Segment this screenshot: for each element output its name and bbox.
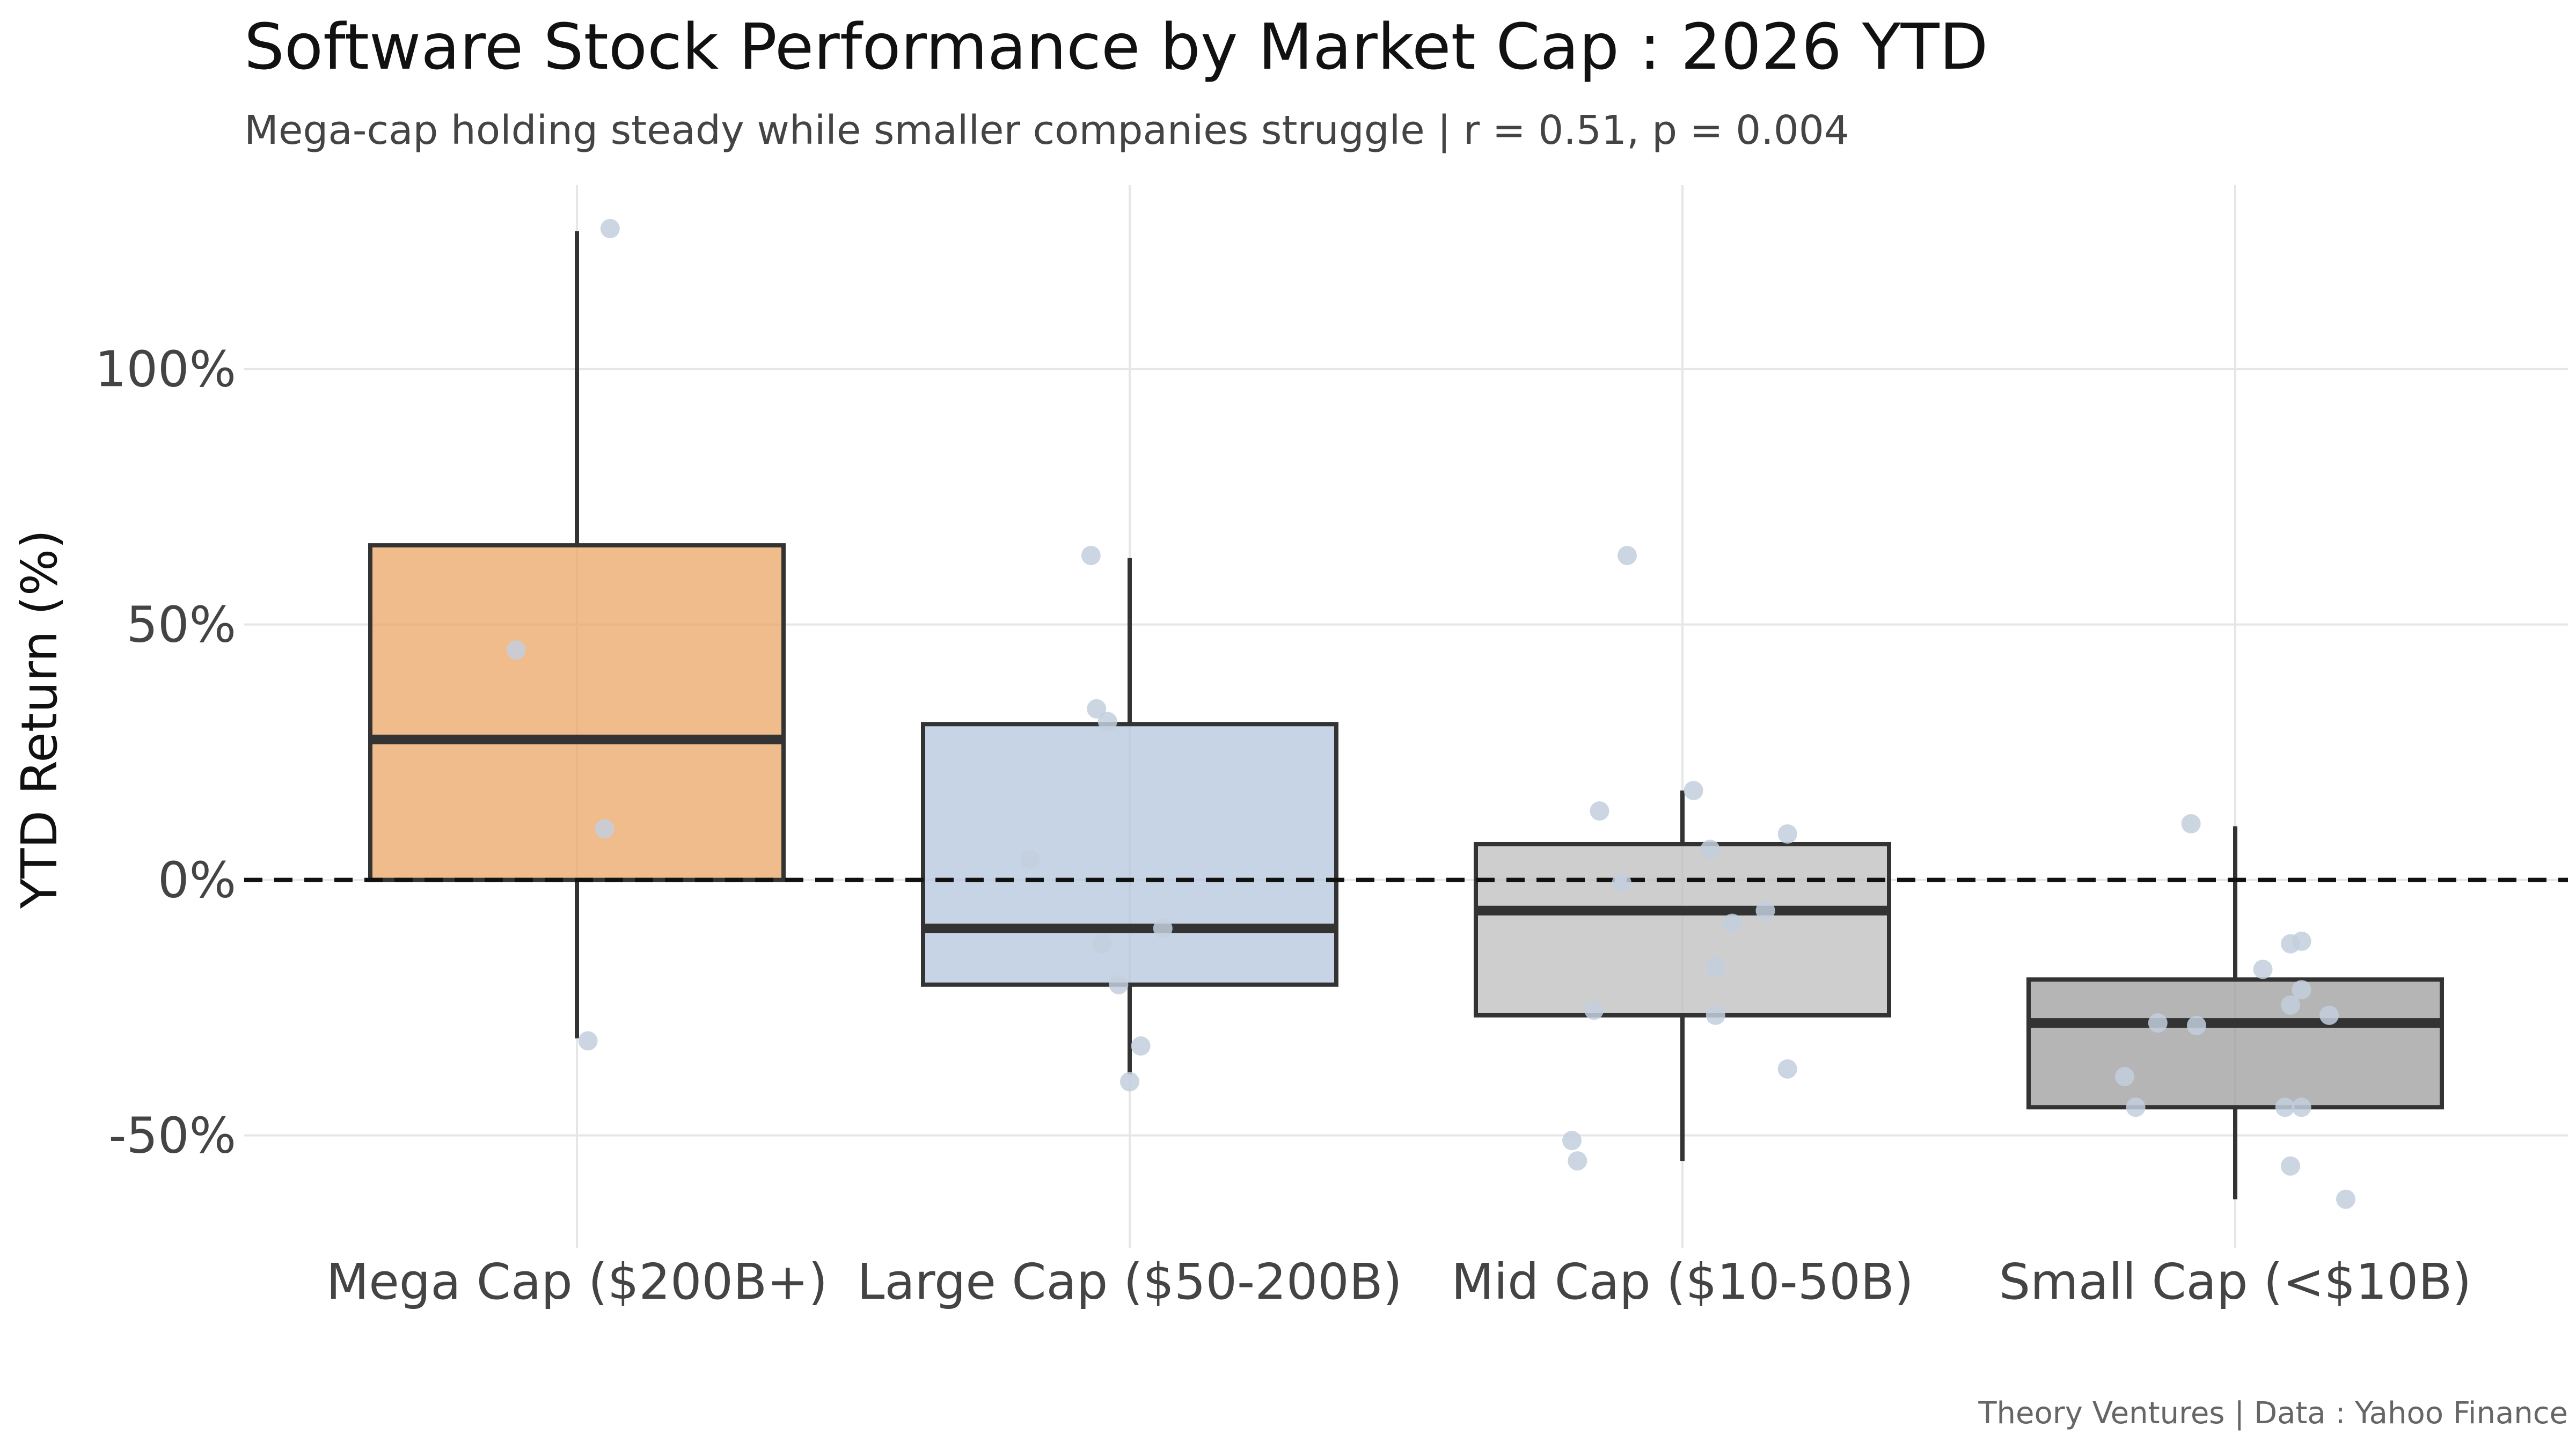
iqr-box (1474, 841, 1891, 1018)
data-point (1131, 1036, 1151, 1056)
data-point (1109, 975, 1129, 994)
chart-caption: Theory Ventures | Data : Yahoo Finance (1978, 1396, 2568, 1431)
data-point (2292, 980, 2311, 1000)
data-point (1700, 839, 1720, 859)
data-point (1706, 1005, 1725, 1025)
chart-title: Software Stock Performance by Market Cap… (244, 10, 1988, 84)
box-group (1474, 791, 1891, 1161)
data-point (1755, 901, 1775, 920)
x-tick-label: Small Cap (<$10B) (1999, 1253, 2472, 1311)
data-point (1584, 1000, 1604, 1020)
data-point (2181, 814, 2201, 833)
data-point (2126, 1097, 2146, 1117)
data-point (1153, 919, 1173, 939)
data-point (1684, 781, 1703, 801)
data-point (1568, 1151, 1587, 1171)
data-point (1618, 546, 1637, 566)
data-point (600, 218, 620, 238)
y-tick-label: 0% (158, 852, 236, 909)
iqr-box (2026, 977, 2444, 1110)
data-point (1777, 824, 1797, 844)
data-point (2292, 1097, 2311, 1117)
data-point (2319, 1005, 2339, 1025)
data-point (2253, 960, 2273, 979)
chart-subtitle: Mega-cap holding steady while smaller co… (244, 107, 1849, 153)
data-point (1081, 546, 1101, 566)
data-point (2115, 1067, 2134, 1087)
axes: -50% 0% 50% 100% Mega Cap ($200B+) Large Cap … (95, 341, 2471, 1311)
iqr-box (368, 543, 786, 882)
data-point (2292, 931, 2311, 951)
data-point (1722, 913, 1742, 933)
data-point (1092, 934, 1112, 954)
data-point (578, 1031, 598, 1051)
y-axis-label: YTD Return (%) (11, 530, 68, 909)
x-tick-label: Large Cap ($50-200B) (857, 1253, 1402, 1311)
data-points (506, 218, 2355, 1209)
iqr-box (921, 722, 1338, 987)
y-tick-label: 50% (127, 596, 236, 654)
boxes (244, 231, 2568, 1199)
data-point (1706, 957, 1725, 977)
data-point (1612, 873, 1631, 892)
box-group (2026, 826, 2444, 1199)
data-point (506, 640, 526, 660)
x-tick-label: Mid Cap ($10-50B) (1451, 1253, 1914, 1311)
x-tick-label: Mega Cap ($200B+) (326, 1253, 828, 1311)
data-point (2281, 995, 2300, 1015)
data-point (2186, 1015, 2206, 1035)
data-point (1120, 1072, 1139, 1092)
data-point (1562, 1131, 1582, 1151)
data-point (2281, 1156, 2300, 1176)
data-point (1087, 699, 1107, 719)
data-point (1590, 801, 1609, 821)
box-group (368, 231, 786, 1038)
data-point (2336, 1189, 2355, 1209)
y-tick-label: 100% (95, 341, 236, 398)
data-point (1097, 712, 1117, 731)
data-point (2275, 1097, 2295, 1117)
y-tick-label: -50% (108, 1107, 236, 1165)
data-point (1020, 850, 1040, 869)
data-point (1777, 1059, 1797, 1079)
data-point (595, 819, 614, 839)
box-group (921, 558, 1338, 1074)
data-point (2148, 1013, 2168, 1033)
